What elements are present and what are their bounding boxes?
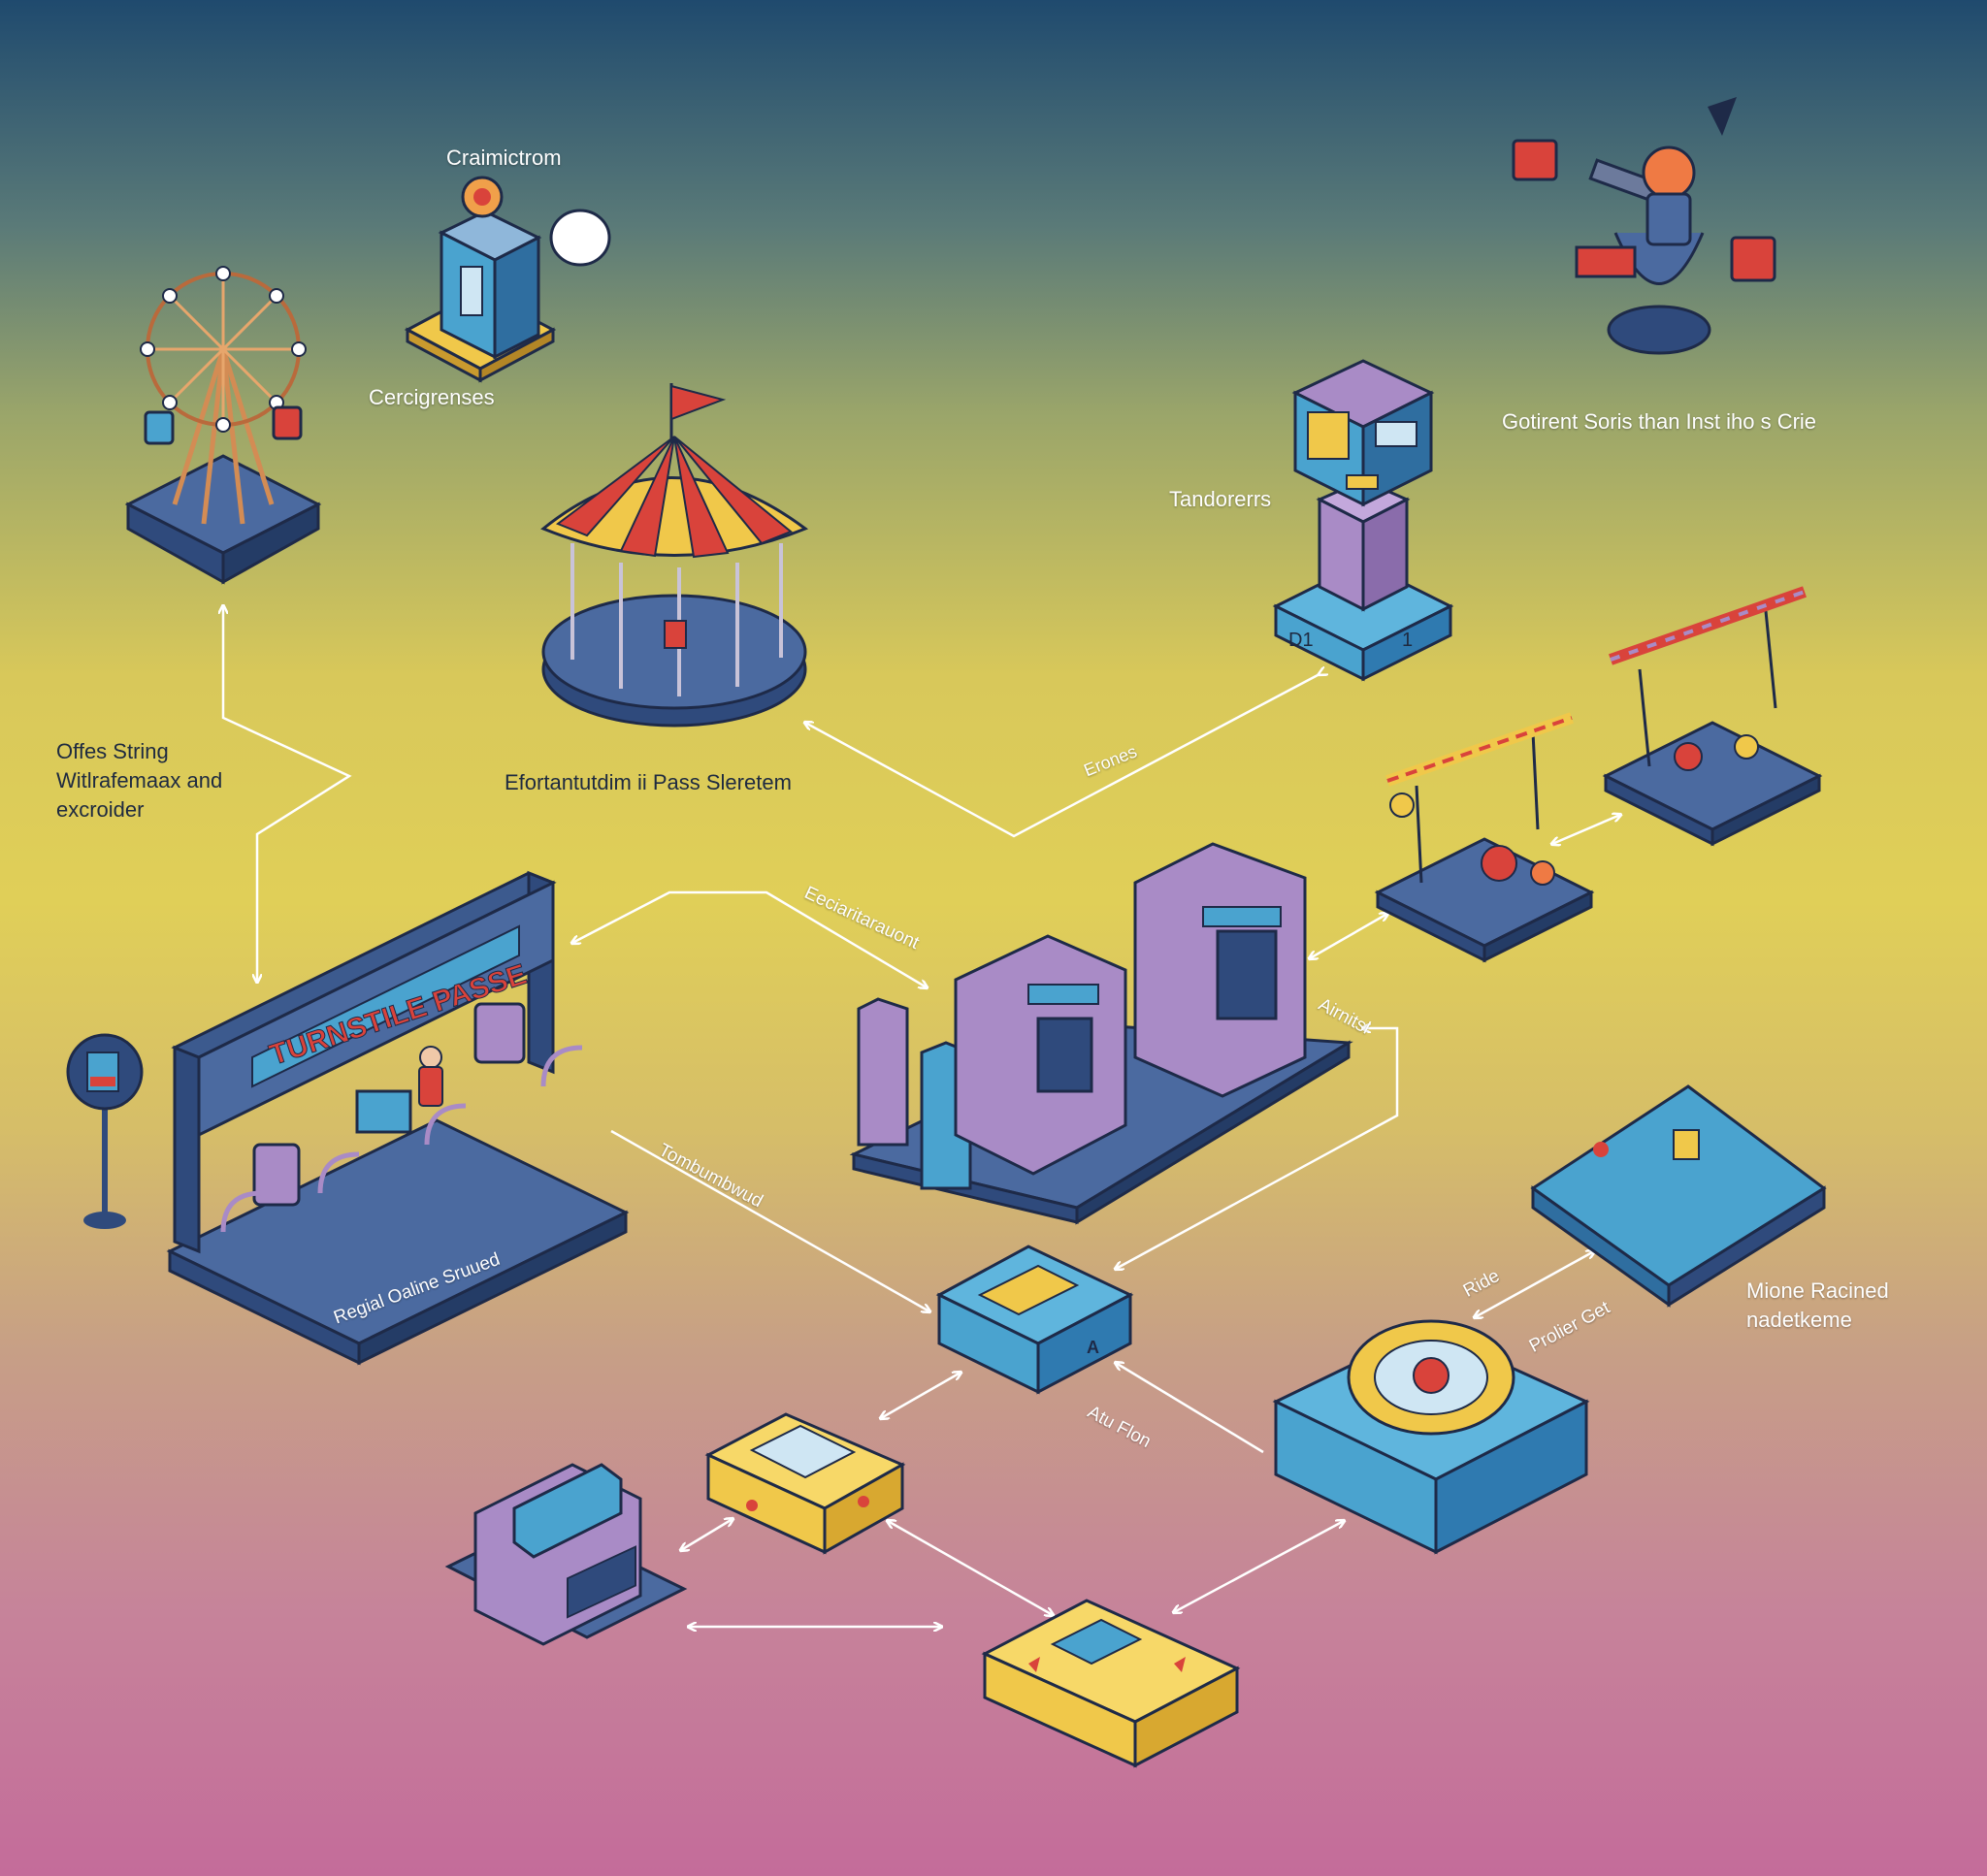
left-note: Offes String Witlrafemaax and excroider — [56, 739, 223, 822]
arrow-gates-to-swing — [1310, 914, 1387, 958]
ride-platform-icon — [1530, 1084, 1827, 1308]
ticket-booth-icon — [404, 176, 611, 383]
tower-kiosk-icon — [1272, 359, 1454, 682]
spinning-ride-icon — [1512, 97, 1776, 355]
arrow-platform-to-ride — [1475, 1251, 1594, 1317]
turnstile-gate-icon: TURNSTILE PASSE — [166, 870, 630, 1366]
card-reader-icon — [981, 1599, 1241, 1768]
arrow-scanner-to-card — [888, 1521, 1053, 1615]
arrow-ferris-to-turnstile — [223, 606, 352, 982]
carousel-caption: Efortantutdim ii Pass Sleretem — [505, 770, 792, 794]
tower-base-code: D1 — [1288, 630, 1314, 651]
top-booth-title: Craimictrom — [446, 146, 562, 170]
info-sign-icon — [66, 1033, 144, 1229]
swing-ride-icon — [1374, 712, 1595, 963]
top-booth-subtitle: Cercigrenses — [369, 385, 495, 409]
cash-register-icon — [444, 1463, 688, 1646]
arrow-turnstile-to-hub — [610, 1129, 929, 1311]
connector-lines — [223, 606, 1620, 1627]
yellow-scanner-icon — [704, 1412, 906, 1555]
arrow-gates-to-carousel — [805, 674, 1319, 838]
tower-label: Tandorerrs — [1169, 487, 1272, 511]
svg-text:A: A — [1087, 1338, 1099, 1357]
arrow-turnstile-to-gates — [572, 890, 927, 987]
arrow-hub-to-scanner — [881, 1373, 961, 1418]
ticket-machines-icon — [849, 842, 1353, 1225]
ferris-wheel-icon — [124, 266, 322, 585]
mione-caption: Mione Racined nadetkeme — [1746, 1278, 1889, 1332]
scanner-box-icon — [1272, 1319, 1590, 1555]
arrow-register-to-scanner — [681, 1519, 733, 1550]
arrow-gates-to-hub — [1116, 1028, 1399, 1269]
tower-base-number: 1 — [1402, 630, 1414, 651]
arrow-profiler-to-hub — [1116, 1363, 1264, 1454]
arrow-card-to-profiler — [1174, 1521, 1344, 1612]
arrow-swing-to-pirate — [1552, 815, 1620, 844]
pirate-ship-ride-icon — [1602, 586, 1823, 847]
carousel-icon — [540, 383, 809, 728]
central-hub-icon: A — [935, 1245, 1134, 1395]
swing-caption: Gotirent Soris than Inst iho s Crie — [1502, 409, 1817, 434]
